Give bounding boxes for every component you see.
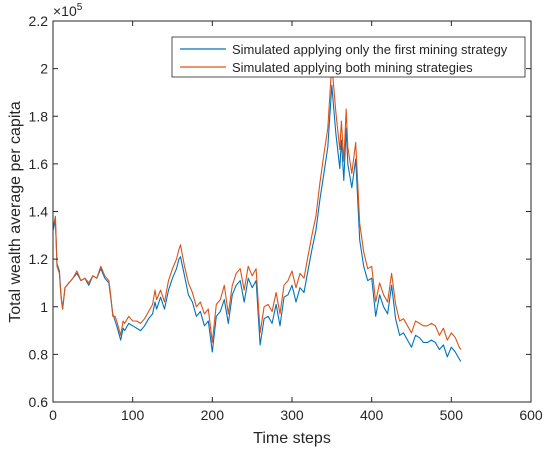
- x-tick-label: 0: [49, 407, 57, 423]
- y-axis: 0.6 0.8 1 1.2 1.4 1.6 1.8 2 2.2: [29, 13, 531, 410]
- y-tick-label: 1.2: [29, 251, 49, 267]
- plot-background: [53, 21, 531, 402]
- y-tick-label: 1: [40, 299, 48, 315]
- y-multiplier-exponent: 5: [77, 2, 83, 13]
- y-tick-label: 0.8: [29, 346, 49, 362]
- x-tick-label: 500: [440, 407, 464, 423]
- legend: Simulated applying only the first mining…: [171, 36, 526, 78]
- series-line-2: [52, 63, 462, 350]
- y-tick-label: 0.6: [29, 394, 49, 410]
- y-multiplier-base: ×10: [53, 3, 77, 19]
- y-tick-label: 2: [40, 61, 48, 77]
- y-tick-label: 2.2: [29, 13, 49, 29]
- series-layer: [52, 63, 462, 362]
- legend-box: [171, 36, 526, 78]
- x-tick-label: 200: [201, 407, 225, 423]
- y-axis-label: Total wealth average per capita: [7, 101, 24, 323]
- legend-label-series-2: Simulated applying both mining strategie…: [232, 60, 473, 75]
- legend-label-series-1: Simulated applying only the first mining…: [232, 42, 508, 57]
- x-tick-label: 100: [121, 407, 145, 423]
- x-tick-label: 600: [519, 407, 543, 423]
- y-tick-label: 1.8: [29, 108, 49, 124]
- x-axis-label: Time steps: [253, 430, 331, 447]
- y-tick-label: 1.6: [29, 156, 49, 172]
- x-tick-label: 400: [360, 407, 384, 423]
- y-multiplier: ×105: [53, 2, 83, 19]
- x-axis: 0 100 200 300 400 500 600: [49, 21, 543, 423]
- x-tick-label: 300: [280, 407, 304, 423]
- y-tick-label: 1.4: [29, 204, 49, 220]
